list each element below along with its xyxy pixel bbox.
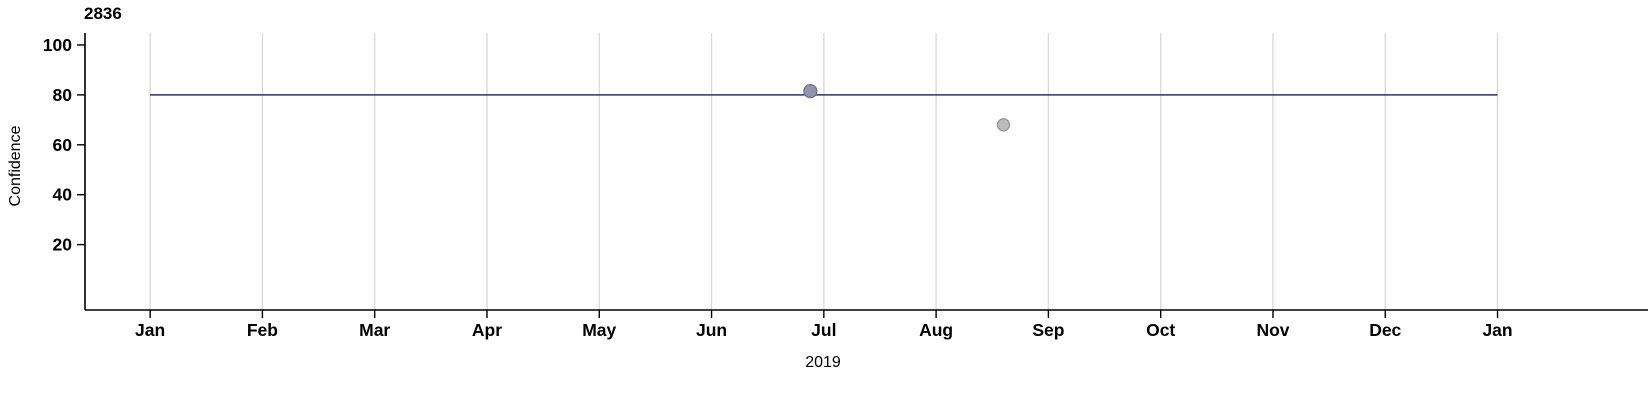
x-tick-label: Dec xyxy=(1369,320,1401,340)
x-tick-label: Nov xyxy=(1256,320,1289,340)
x-tick-label: Mar xyxy=(359,320,390,340)
y-tick-label: 100 xyxy=(43,35,72,55)
data-point xyxy=(996,118,1011,132)
x-tick-label: Oct xyxy=(1146,320,1175,340)
x-tick-label: Jun xyxy=(696,320,727,340)
y-tick-label: 20 xyxy=(53,235,73,255)
x-tick-label: Aug xyxy=(919,320,953,340)
y-tick-label: 80 xyxy=(53,85,73,105)
x-axis-title: 2019 xyxy=(805,354,841,371)
x-tick-label: May xyxy=(582,320,616,340)
x-tick-label: Jan xyxy=(135,320,165,340)
x-tick-label: Jul xyxy=(811,320,836,340)
x-tick-label: Apr xyxy=(472,320,502,340)
x-tick-label: Jan xyxy=(1482,320,1512,340)
y-tick-label: 60 xyxy=(53,135,73,155)
y-tick-label: 40 xyxy=(53,185,73,205)
x-tick-label: Sep xyxy=(1032,320,1064,340)
x-tick-label: Feb xyxy=(247,320,278,340)
data-point xyxy=(803,83,818,99)
chart-title: 2836 xyxy=(84,4,122,23)
